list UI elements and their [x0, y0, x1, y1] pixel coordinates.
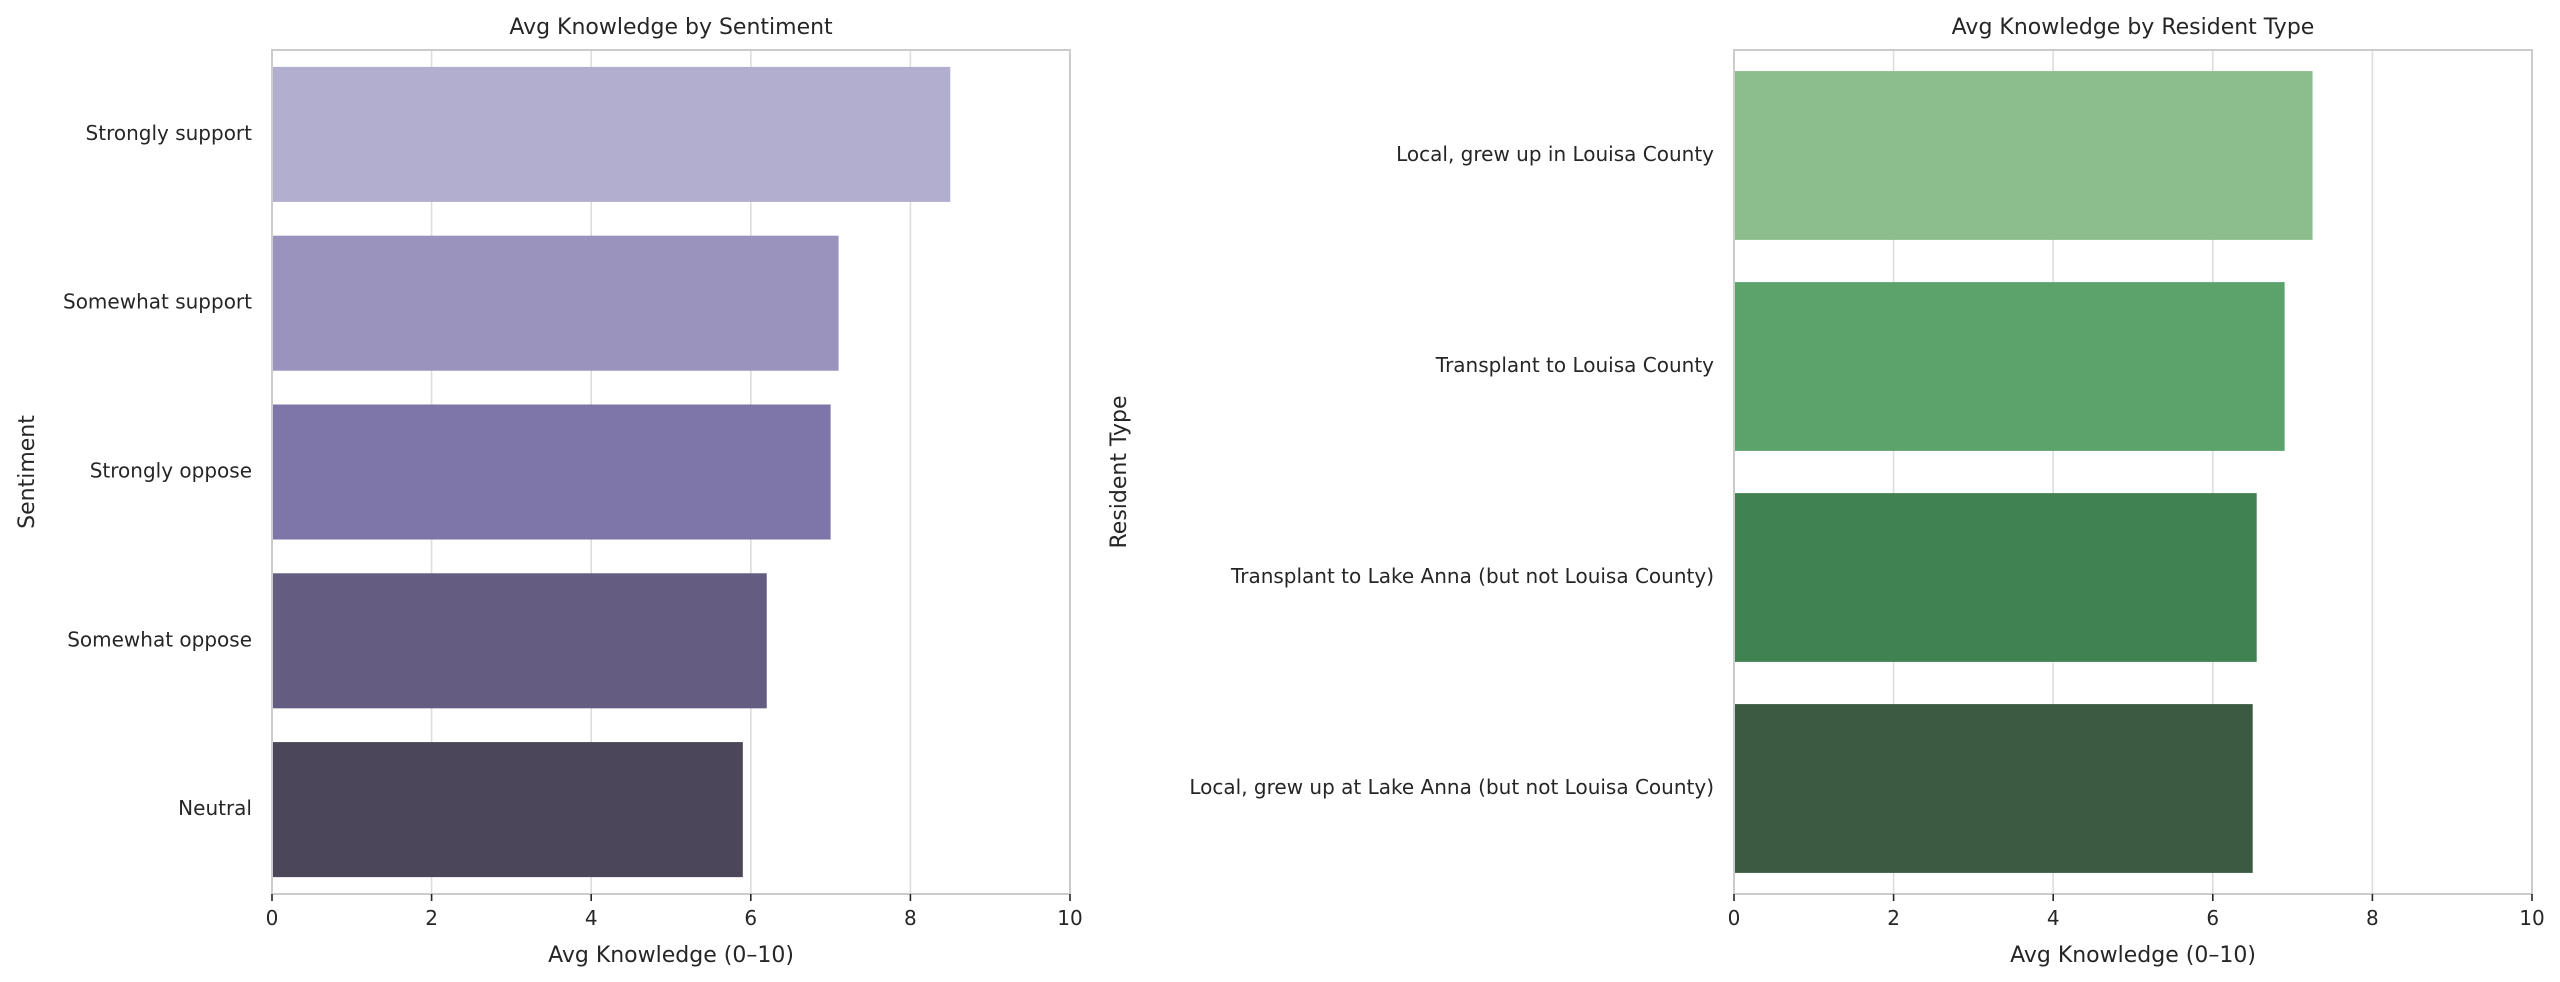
chart-title: Avg Knowledge by Resident Type [1952, 15, 2315, 40]
x-tick-label: 0 [266, 906, 279, 930]
x-axis-label: Avg Knowledge (0–10) [548, 943, 794, 968]
bar [272, 66, 951, 202]
chart-panel-2: Local, grew up in Louisa County Transplan… [1107, 15, 2545, 968]
x-tick-label: 10 [2519, 906, 2544, 930]
y-tick-label: Strongly support [86, 121, 253, 145]
y-tick-label: Transplant to Louisa County [1435, 353, 1714, 377]
bar [1734, 71, 2313, 240]
chart-title: Avg Knowledge by Sentiment [509, 15, 833, 40]
y-tick-label: Neutral [178, 796, 252, 820]
x-tick-label: 0 [1728, 906, 1741, 930]
y-axis-label: Resident Type [1107, 395, 1132, 548]
x-tick-label: 8 [2366, 906, 2379, 930]
x-axis-label: Avg Knowledge (0–10) [2010, 943, 2256, 968]
y-tick-label: Somewhat support [63, 290, 252, 314]
x-tick-label: 4 [585, 906, 598, 930]
x-tick-label: 4 [2047, 906, 2060, 930]
chart-panel-1: Strongly support Somewhat support Strongly… [15, 15, 1083, 968]
plot-frame [1733, 49, 2533, 895]
x-tick-label: 8 [904, 906, 917, 930]
x-tick-label: 2 [1887, 906, 1900, 930]
x-tick-label: 6 [2206, 906, 2219, 930]
x-tick-label: 6 [744, 906, 757, 930]
bar [1734, 493, 2257, 662]
y-tick-label: Strongly oppose [90, 459, 252, 483]
bar [272, 742, 743, 878]
y-tick-label: Somewhat oppose [67, 627, 252, 651]
x-tick-label: 10 [1057, 906, 1082, 930]
y-tick-label: Local, grew up in Louisa County [1396, 142, 1714, 166]
x-tick-label: 2 [425, 906, 438, 930]
bar [272, 235, 839, 371]
y-tick-label: Local, grew up at Lake Anna (but not Lou… [1189, 775, 1714, 799]
bar [1734, 704, 2253, 873]
plot-frame [271, 49, 1071, 895]
bar [272, 573, 767, 709]
y-axis-label: Sentiment [15, 415, 40, 529]
y-tick-label: Transplant to Lake Anna (but not Louisa … [1230, 564, 1714, 588]
bar [1734, 282, 2285, 451]
bar [272, 404, 831, 540]
